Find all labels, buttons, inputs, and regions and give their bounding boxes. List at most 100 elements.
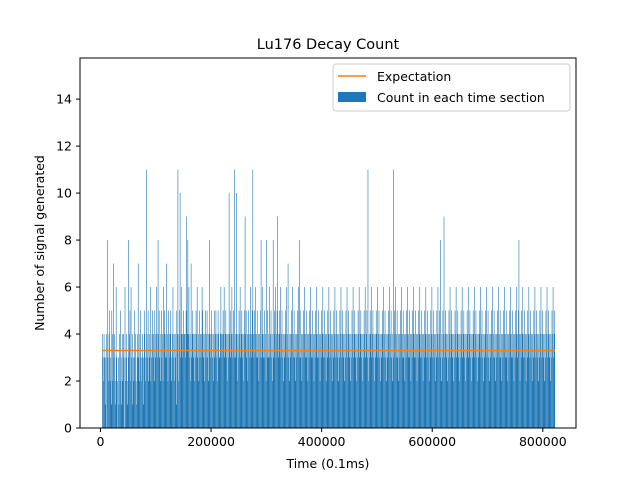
bar [266,240,267,428]
bar [136,357,138,428]
bar [145,381,146,428]
bar [190,381,191,428]
bar [103,381,104,428]
bar [125,357,127,428]
bar [183,334,185,428]
bar [373,334,375,428]
bar [434,381,436,428]
bar [551,310,553,428]
bar [109,310,110,428]
bar [229,310,231,428]
bar [400,334,402,428]
bar [244,310,245,428]
bar [260,310,261,428]
bar [222,310,224,428]
bar [242,334,244,428]
bar [440,381,442,428]
bar [251,310,253,428]
bar [399,334,400,428]
bar [249,357,250,428]
bar [370,334,372,428]
x-tick-label: 400000 [298,434,346,449]
bar [412,334,414,428]
bar [243,334,245,428]
bar [197,334,199,428]
bar [307,334,308,428]
bar [123,334,124,428]
bar [329,334,331,428]
bar [224,357,226,428]
bar [325,381,327,428]
bar [356,381,357,428]
bar [377,287,378,428]
bar [291,310,292,428]
bar [501,381,503,428]
bar [156,334,158,428]
bar [464,357,465,428]
bar [519,381,521,428]
bar [193,334,195,428]
bar [430,310,432,428]
bar [111,310,113,428]
y-tick-label: 6 [64,280,72,295]
bar [337,334,338,428]
bar [168,310,169,428]
bar [514,334,515,428]
bar [507,334,508,428]
bar [242,357,243,428]
bar [435,334,437,428]
bar [172,287,174,428]
bar [450,357,451,428]
bar [249,334,251,428]
bar [218,334,219,428]
bar [529,334,531,428]
bar [335,357,336,428]
bar [286,287,287,428]
bar [499,310,501,428]
bar [266,357,268,428]
bar [343,381,345,428]
bar [424,334,426,428]
bar [355,334,357,428]
bar [258,334,259,428]
bar [312,357,314,428]
bar [442,310,444,428]
bar [519,334,520,428]
bar [369,310,371,428]
bar [131,357,132,428]
bar [305,310,307,428]
bar [141,357,143,428]
bar [278,310,280,428]
bar [518,240,520,428]
bar [364,334,365,428]
bar [269,287,270,428]
bar [233,357,235,428]
bar [137,263,139,428]
bar [174,334,176,428]
bar [322,287,324,428]
bar [302,357,304,428]
bar [448,357,449,428]
bar [305,334,307,428]
bar [316,357,318,428]
bar [198,381,200,428]
bar [497,310,498,428]
bar [185,357,186,428]
bar [347,357,348,428]
bar [460,357,461,428]
bar [327,310,329,428]
bar [298,287,299,428]
bar [494,357,495,428]
bar [168,334,170,428]
bar [362,381,363,428]
bar [278,357,280,428]
bar [282,357,283,428]
bar [164,357,166,428]
bar [496,357,498,428]
bar [404,381,406,428]
bar [372,334,373,428]
bar [465,334,467,428]
bar [498,357,500,428]
bar [527,310,529,428]
bar [308,357,310,428]
